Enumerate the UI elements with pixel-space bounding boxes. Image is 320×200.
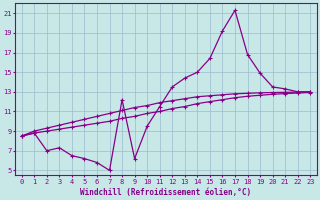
X-axis label: Windchill (Refroidissement éolien,°C): Windchill (Refroidissement éolien,°C) bbox=[80, 188, 252, 197]
